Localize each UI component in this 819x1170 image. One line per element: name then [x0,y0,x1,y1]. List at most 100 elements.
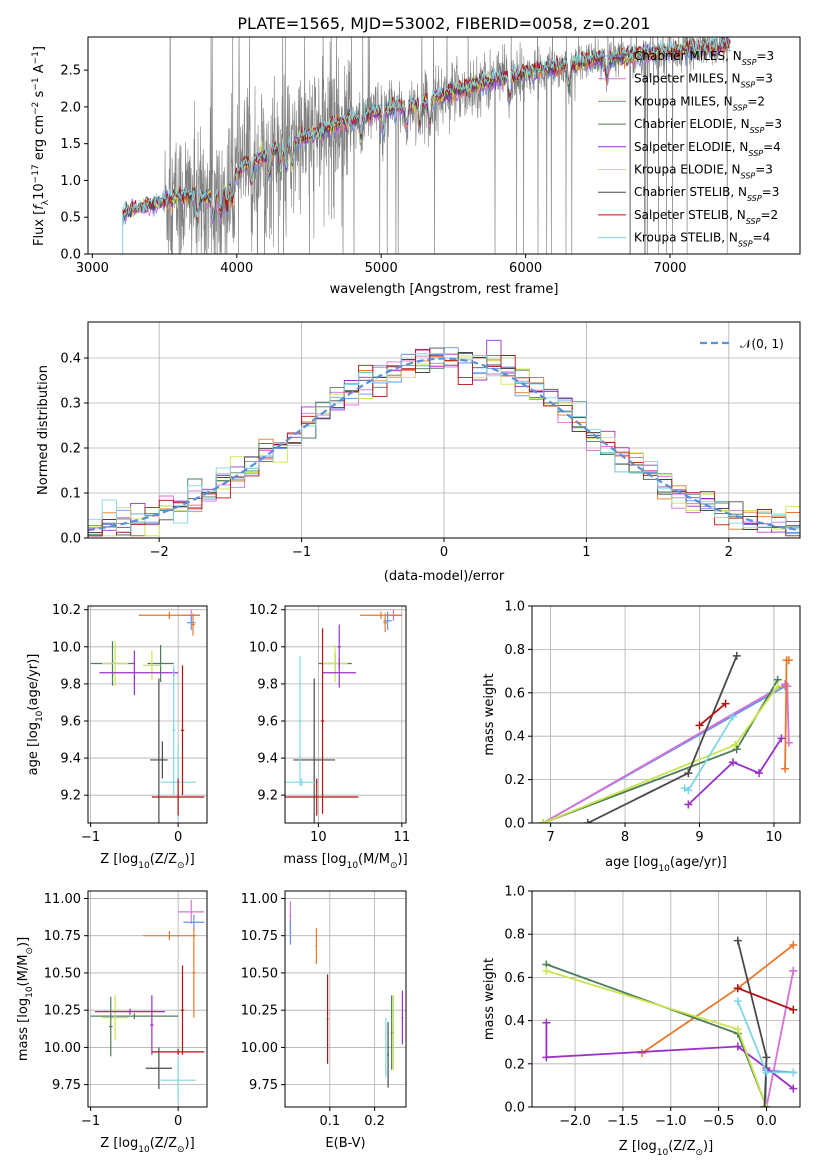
y-tick-label: 10.0 [249,640,278,655]
y-tick-label: 0.8 [504,928,525,943]
series-marker [733,984,742,993]
series-marker [789,1005,798,1014]
y-tick-label: 10.00 [44,1041,81,1056]
y-tick-label: 1.0 [504,600,525,615]
x-tick-label: 1 [582,545,590,560]
y-tick-label: 9.75 [52,1078,81,1093]
series-marker [755,769,764,778]
y-axis-label: age [log10(age/yr)] [26,654,45,776]
x-tick-label: −1.0 [655,1114,687,1129]
y-tick-label: 0.0 [60,532,81,547]
legend-label: Chabrier MILES, NSSP=3 [634,49,774,67]
legend-label: Salpeter MILES, NSSP=3 [634,72,773,90]
y-tick-label: 0.4 [60,352,81,367]
series-marker [542,966,551,975]
model-line-kroupa-stelib [122,37,731,220]
series-marker [762,1103,771,1107]
axes-frame [87,890,208,1108]
series-marker [789,966,798,975]
series-marker [542,1018,551,1027]
x-tick-label: 10 [766,830,783,845]
x-tick-label: 2 [725,545,733,560]
y-tick-label: 0.2 [504,1057,525,1072]
y-tick-label: 1.0 [504,885,525,900]
legend-label: Kroupa ELODIE, NSSP=3 [634,163,773,181]
y-tick-label: 0.5 [60,211,81,226]
weight-vs-age-plot-area [539,651,793,823]
legend-label: Salpeter ELODIE, NSSP=4 [634,140,781,158]
normal-curve [88,357,800,532]
weight-vs-age-axes: 7 8 9 10 0.0 0.2 0.4 0.6 0.8 1.0 age [log10(age/yr… [482,600,801,874]
series-marker [784,656,793,665]
y-tick-label: 9.75 [249,1078,278,1093]
y-tick-label: 9.2 [257,789,278,804]
mass-vs-metallicity-plot-area [90,899,205,1103]
x-tick-label: −1.5 [607,1114,639,1129]
series-marker [760,1103,769,1107]
x-tick-label: 0 [440,545,448,560]
spectrum-legend: Chabrier MILES, NSSP=3 Salpeter MILES, NS… [598,49,782,248]
x-tick-label: 5000 [365,261,398,276]
series-marker [732,745,741,754]
y-tick-label: 9.4 [257,752,278,767]
series-marker [733,1025,742,1034]
x-tick-label: 0.2 [364,1114,385,1129]
x-tick-label: 10 [310,830,327,845]
y-tick-label: 9.6 [60,714,81,729]
y-tick-label: 10.2 [249,603,278,618]
series-marker [731,740,740,749]
y-tick-label: 0.0 [60,248,81,263]
y-tick-label: 2.0 [60,100,81,115]
y-axis-label: mass [log10(M/M⊙)] [16,937,35,1061]
series-marker [721,699,730,708]
series-marker [783,682,792,691]
series-marker [781,764,790,773]
weight-vs-metallicity-axes: −2.0 −1.5 −1.0 −0.5 0.0 0.0 0.2 0.4 0.6 0.8 1.0 Z [… [482,885,801,1158]
age-vs-mass-axes: 10 11 9.2 9.4 9.6 9.8 10.0 10.2 mass [log10(M/M⊙… [249,603,410,871]
series-marker [695,721,704,730]
plot-layer: 3000 4000 5000 6000 70000.00.51.01.52.02.5Ch… [16,36,801,1158]
mass-vs-ebv-axes: 0.1 0.2 9.75 10.00 10.25 10.50 10.75 11.00 E(B-V… [241,890,407,1151]
age-vs-mass-plot-area [285,609,402,823]
axes-frame [284,890,407,1108]
series-marker [733,936,742,945]
mass-vs-metallicity-axes: −1 0 9.75 10.00 10.25 10.50 10.75 11.00 Z [log10… [16,890,208,1155]
series-line-salpeter-miles [765,970,795,1107]
series-marker [684,786,693,795]
axes-frame [531,890,801,1108]
x-axis-label: Z [log10(Z/Z⊙)] [619,1139,713,1158]
x-tick-label: 6000 [509,261,542,276]
y-tick-label: 1.5 [60,137,81,152]
series-line-salpeter-stelib [698,702,727,727]
series-marker [684,769,693,778]
y-tick-label: 0.4 [504,1014,525,1029]
age-vs-metallicity-plot-area [90,609,205,823]
x-tick-label: −2 [150,545,169,560]
y-tick-label: 9.8 [60,677,81,692]
spectrum-axes: 3000 4000 5000 6000 7000 0.0 0.5 1.0 1.5 2.0 2.5 Ch… [31,36,801,297]
axes-frame [284,605,407,824]
x-axis-label: (data-model)/error [384,569,505,584]
axes-frame [531,605,801,824]
residuals-plot-area [88,339,800,537]
weight-vs-metallicity-plot-area [542,936,798,1107]
series-marker [583,819,592,823]
y-tick-label: 9.6 [257,714,278,729]
y-tick-label: 10.00 [241,1041,278,1056]
y-tick-label: 10.50 [44,966,81,981]
x-tick-label: 7000 [653,261,686,276]
x-axis-label: mass [log10(M/M⊙)] [283,852,407,871]
series-marker [762,1053,771,1062]
y-tick-label: 10.0 [52,640,81,655]
y-tick-label: 10.75 [44,929,81,944]
series-marker [789,941,798,949]
series-marker [789,1068,798,1077]
series-marker [762,1068,771,1077]
figure-title: PLATE=1565, MJD=53002, FIBERID=0058, z=0… [237,14,650,33]
y-tick-label: 9.2 [60,789,81,804]
series-marker [729,758,737,767]
x-tick-label: 0.0 [756,1114,777,1129]
y-tick-label: 1.0 [60,174,81,189]
y-tick-label: 10.50 [241,966,278,981]
